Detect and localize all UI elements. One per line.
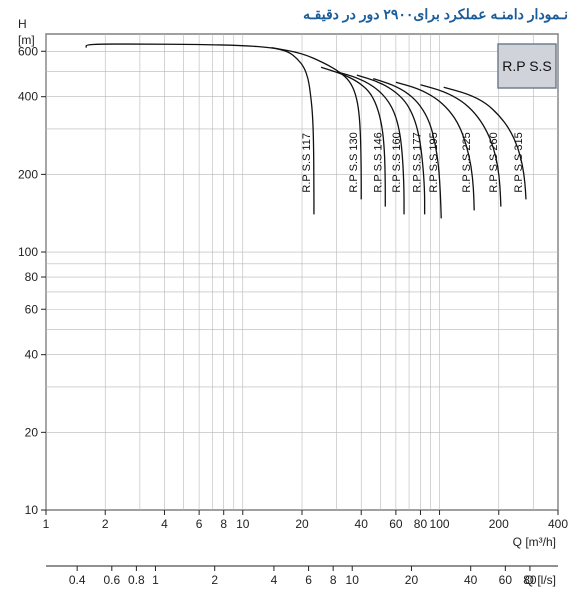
svg-text:100: 100 [430,517,450,531]
svg-text:0.6: 0.6 [103,573,120,587]
svg-text:80: 80 [414,517,428,531]
svg-text:R.P S.S 160: R.P S.S 160 [391,132,403,192]
svg-text:R.P S.S 117: R.P S.S 117 [301,133,313,193]
svg-text:60: 60 [389,517,403,531]
svg-text:1: 1 [43,517,50,531]
svg-text:R.P S.S 195: R.P S.S 195 [428,132,440,192]
svg-text:R.P S.S 177: R.P S.S 177 [412,132,424,192]
svg-text:10: 10 [25,503,39,517]
svg-text:80: 80 [25,270,39,284]
svg-text:20: 20 [25,425,39,439]
svg-text:40: 40 [25,348,39,362]
svg-text:400: 400 [18,90,38,104]
svg-text:4: 4 [271,573,278,587]
svg-text:60: 60 [25,302,39,316]
svg-text:6: 6 [305,573,312,587]
svg-text:Q [l/s]: Q [l/s] [525,573,556,587]
svg-text:R.P S.S 225: R.P S.S 225 [461,132,473,192]
svg-text:20: 20 [405,573,419,587]
svg-text:40: 40 [464,573,478,587]
svg-text:2: 2 [211,573,218,587]
svg-text:200: 200 [489,517,509,531]
svg-text:10: 10 [236,517,250,531]
performance-chart: 1246810204060801002004001020406080100200… [0,0,582,600]
svg-text:H: H [18,17,27,31]
svg-text:20: 20 [295,517,309,531]
svg-text:1: 1 [152,573,159,587]
svg-text:40: 40 [355,517,369,531]
svg-text:[m]: [m] [18,33,35,47]
svg-text:R.P S.S 260: R.P S.S 260 [488,132,500,192]
svg-text:4: 4 [161,517,168,531]
svg-text:8: 8 [220,517,227,531]
svg-text:0.8: 0.8 [128,573,145,587]
svg-text:100: 100 [18,245,38,259]
svg-text:0.4: 0.4 [69,573,86,587]
svg-text:R.P S.S: R.P S.S [502,58,552,74]
svg-text:6: 6 [196,517,203,531]
svg-text:200: 200 [18,167,38,181]
svg-text:10: 10 [346,573,360,587]
svg-text:2: 2 [102,517,109,531]
svg-text:R.P S.S 315: R.P S.S 315 [513,132,525,192]
svg-text:R.P S.S 130: R.P S.S 130 [348,132,360,192]
svg-text:R.P S.S 146: R.P S.S 146 [372,132,384,192]
svg-text:Q [m³/h]: Q [m³/h] [513,535,556,549]
svg-text:400: 400 [548,517,568,531]
svg-text:60: 60 [499,573,513,587]
svg-text:8: 8 [330,573,337,587]
